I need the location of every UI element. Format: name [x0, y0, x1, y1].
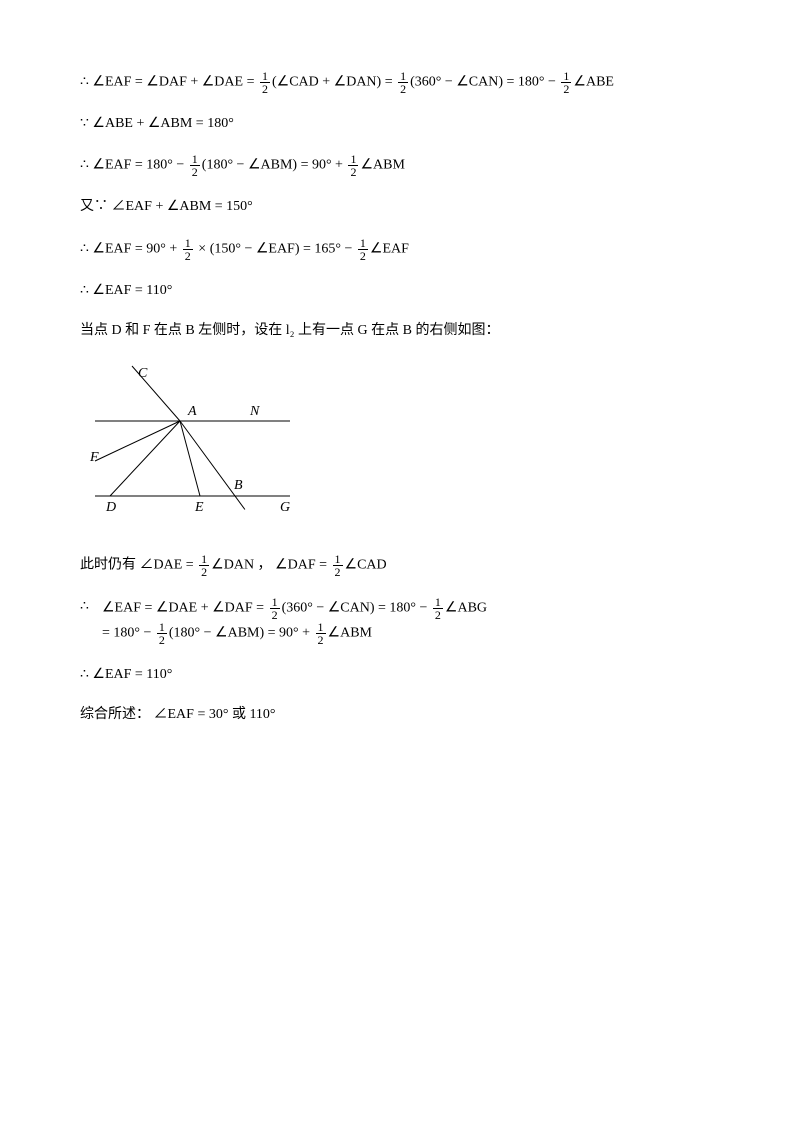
text: ∴ ∠EAF = ∠DAF + ∠DAE =	[80, 75, 258, 90]
half-frac: 12	[190, 153, 200, 178]
eq-line-11: ∴ ∠EAF = 110°	[80, 664, 713, 686]
half-frac: 12	[183, 237, 193, 262]
text: ∠ABM	[360, 158, 404, 173]
text: = 180° −	[102, 626, 155, 641]
eq-line-5: ∴ ∠EAF = 90° + 12 × (150° − ∠EAF) = 165°…	[80, 237, 713, 262]
half-frac: 12	[433, 596, 443, 621]
text: ∠CAD	[345, 558, 387, 573]
text: 此时仍有 ∠DAE =	[80, 558, 197, 573]
geometry-diagram: C A N F D E B G	[80, 361, 713, 529]
eq-line-6: ∴ ∠EAF = 110°	[80, 280, 713, 302]
svg-text:E: E	[194, 500, 204, 515]
text: × (150° − ∠EAF) = 165° −	[195, 242, 356, 257]
half-frac: 12	[157, 621, 167, 646]
eq-line-9: ∴ ∠EAF = ∠DAE + ∠DAF = 12(360° − ∠CAN) =…	[80, 596, 713, 646]
text: ∠EAF	[370, 242, 409, 257]
text: (360° − ∠CAN) = 180° −	[282, 601, 431, 616]
text: (360° − ∠CAN) = 180° −	[410, 75, 559, 90]
svg-text:F: F	[89, 450, 99, 465]
half-frac: 12	[348, 153, 358, 178]
page-content: ∴ ∠EAF = ∠DAF + ∠DAE = 12(∠CAD + ∠DAN) =…	[0, 0, 793, 805]
text: ∠DAN ， ∠DAF =	[211, 558, 330, 573]
svg-text:N: N	[249, 404, 260, 419]
half-frac: 12	[270, 596, 280, 621]
therefore-symbol: ∴	[80, 596, 102, 646]
text: (180° − ∠ABM) = 90° +	[169, 626, 314, 641]
half-frac: 12	[561, 70, 571, 95]
text: ∠ABM	[328, 626, 372, 641]
eq-line-1: ∴ ∠EAF = ∠DAF + ∠DAE = 12(∠CAD + ∠DAN) =…	[80, 70, 713, 95]
half-frac: 12	[316, 621, 326, 646]
text: (∠CAD + ∠DAN) =	[272, 75, 396, 90]
half-frac: 12	[260, 70, 270, 95]
svg-text:C: C	[138, 366, 148, 381]
svg-text:G: G	[280, 500, 290, 515]
eq-line-3: ∴ ∠EAF = 180° − 12(180° − ∠ABM) = 90° + …	[80, 153, 713, 178]
eq-line-8: 此时仍有 ∠DAE = 12∠DAN ， ∠DAF = 12∠CAD	[80, 553, 713, 578]
eq-line-2: ∵ ∠ABE + ∠ABM = 180°	[80, 113, 713, 135]
text: ∴ ∠EAF = 180° −	[80, 158, 188, 173]
half-frac: 12	[333, 553, 343, 578]
text: (180° − ∠ABM) = 90° +	[202, 158, 347, 173]
text-line-7: 当点 D 和 F 在点 B 左侧时，设在 l₂ 上有一点 G 在点 B 的右侧如…	[80, 320, 713, 342]
text: ∠EAF = ∠DAE + ∠DAF =	[102, 601, 268, 616]
text: ∠ABE	[573, 75, 614, 90]
half-frac: 12	[398, 70, 408, 95]
eq-line-4: 又∵ ∠EAF + ∠ABM = 150°	[80, 196, 713, 218]
svg-text:B: B	[234, 478, 243, 493]
text: ∠ABG	[445, 601, 487, 616]
diagram-svg: C A N F D E B G	[80, 361, 300, 521]
text: ∴ ∠EAF = 90° +	[80, 242, 181, 257]
conclusion-line: 综合所述： ∠EAF = 30° 或 110°	[80, 704, 713, 726]
svg-text:D: D	[105, 500, 116, 515]
eq-body: ∠EAF = ∠DAE + ∠DAF = 12(360° − ∠CAN) = 1…	[102, 596, 487, 646]
half-frac: 12	[358, 237, 368, 262]
half-frac: 12	[199, 553, 209, 578]
svg-text:A: A	[187, 404, 197, 419]
